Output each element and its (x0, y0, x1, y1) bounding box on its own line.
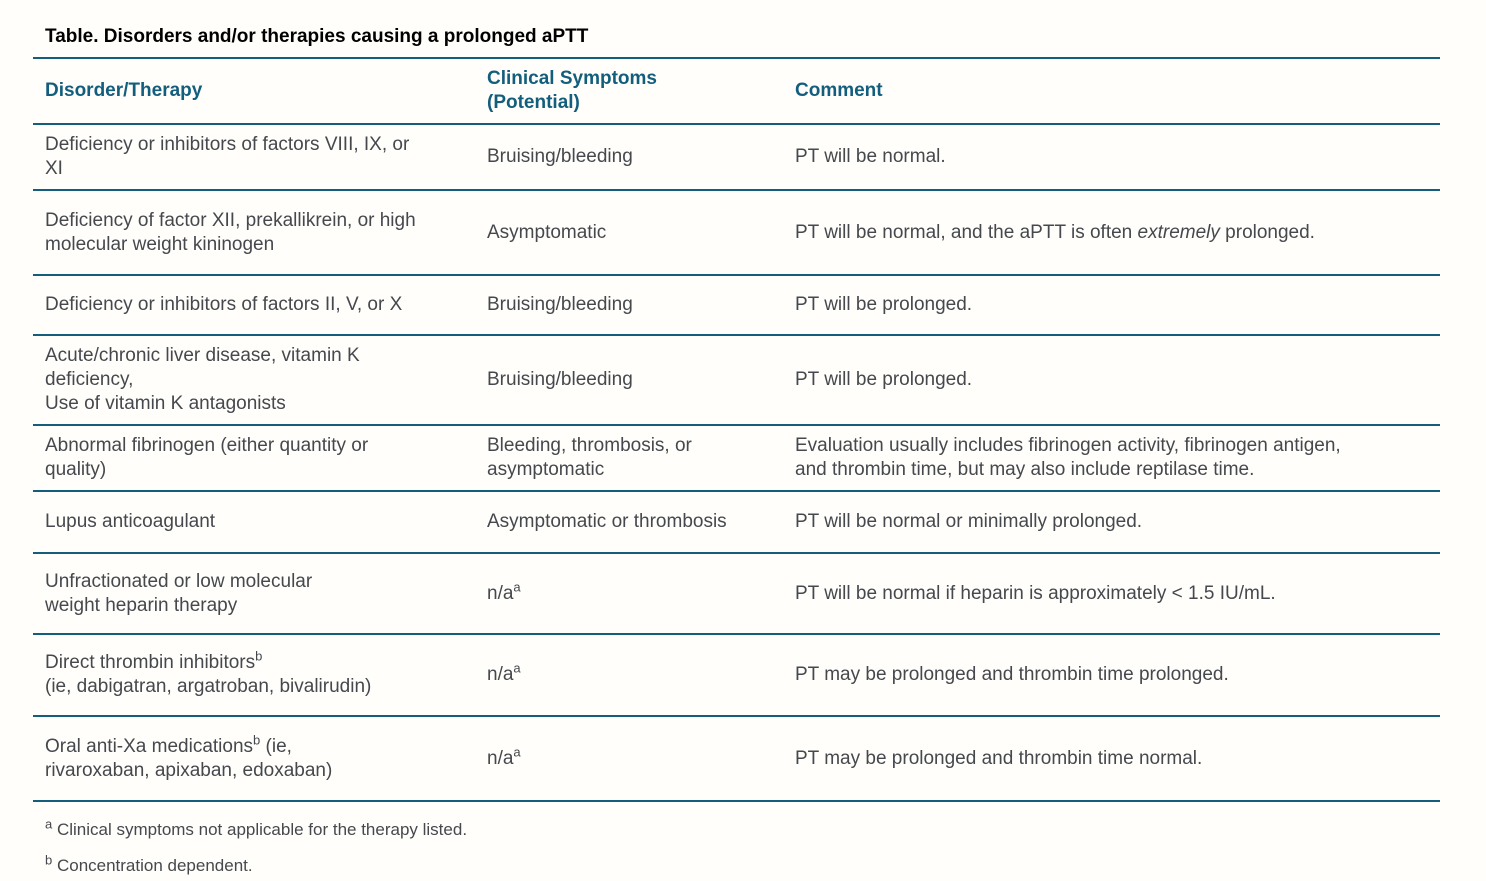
symptoms-cell: Asymptomatic (475, 190, 783, 276)
symptoms-cell: Bruising/bleeding (475, 275, 783, 336)
table-row: Deficiency or inhibitors of factors VIII… (33, 124, 1440, 191)
table-body: Deficiency or inhibitors of factors VIII… (33, 124, 1440, 802)
symptoms-cell: Bruising/bleeding (475, 335, 783, 426)
comment-cell: PT will be normal if heparin is approxim… (783, 553, 1440, 635)
comment-cell: Evaluation usually includes fibrinogen a… (783, 425, 1440, 492)
disorder-cell: Deficiency of factor XII, prekallikrein,… (33, 190, 475, 276)
disorder-cell: Lupus anticoagulant (33, 491, 475, 554)
symptoms-cell: n/aa (475, 553, 783, 635)
table-row: Unfractionated or low molecular weight he… (33, 553, 1440, 635)
disorder-cell: Deficiency or inhibitors of factors VIII… (33, 124, 475, 191)
aptt-table: Disorder/Therapy Clinical Symptoms (Poten… (33, 57, 1440, 802)
footnote-b: b Concentration dependent. (45, 852, 253, 875)
comment-cell: PT will be normal, and the aPTT is often… (783, 190, 1440, 276)
symptoms-cell: Bruising/bleeding (475, 124, 783, 191)
symptoms-cell: Bleeding, thrombosis, or asymptomatic (475, 425, 783, 492)
table-title: Table. Disorders and/or therapies causin… (45, 26, 589, 47)
disorder-cell: Direct thrombin inhibitorsb (ie, dabigatr… (33, 634, 475, 717)
table-row: Lupus anticoagulant Asymptomatic or throm… (33, 491, 1440, 554)
col-header-comment: Comment (783, 58, 1440, 125)
symptoms-cell: n/aa (475, 634, 783, 717)
footnotes: a Clinical symptoms not applicable for t… (33, 816, 1486, 876)
comment-cell: PT will be normal. (783, 124, 1440, 191)
col-header-disorder-therapy: Disorder/Therapy (33, 58, 475, 125)
comment-cell: PT may be prolonged and thrombin time no… (783, 716, 1440, 802)
table-row: Deficiency or inhibitors of factors II, … (33, 275, 1440, 336)
disorder-cell: Abnormal fibrinogen (either quantity or q… (33, 425, 475, 492)
comment-cell: PT will be prolonged. (783, 335, 1440, 426)
table-row: Direct thrombin inhibitorsb (ie, dabigatr… (33, 634, 1440, 717)
col-header-clinical-symptoms: Clinical Symptoms (Potential) (475, 58, 783, 125)
symptoms-cell: Asymptomatic or thrombosis (475, 491, 783, 554)
table-row: Abnormal fibrinogen (either quantity or q… (33, 425, 1440, 492)
comment-cell: PT will be normal or minimally prolonged… (783, 491, 1440, 554)
comment-cell: PT may be prolonged and thrombin time pr… (783, 634, 1440, 717)
symptoms-cell: n/aa (475, 716, 783, 802)
disorder-cell: Deficiency or inhibitors of factors II, … (33, 275, 475, 336)
disorder-cell: Unfractionated or low molecular weight he… (33, 553, 475, 635)
table-row: Oral anti-Xa medicationsb (ie, rivaroxaba… (33, 716, 1440, 802)
header-row: Disorder/Therapy Clinical Symptoms (Poten… (33, 58, 1440, 125)
footnote-a: a Clinical symptoms not applicable for t… (45, 816, 468, 839)
disorder-cell: Oral anti-Xa medicationsb (ie, rivaroxaba… (33, 716, 475, 802)
comment-cell: PT will be prolonged. (783, 275, 1440, 336)
table-row: Deficiency of factor XII, prekallikrein,… (33, 190, 1440, 276)
